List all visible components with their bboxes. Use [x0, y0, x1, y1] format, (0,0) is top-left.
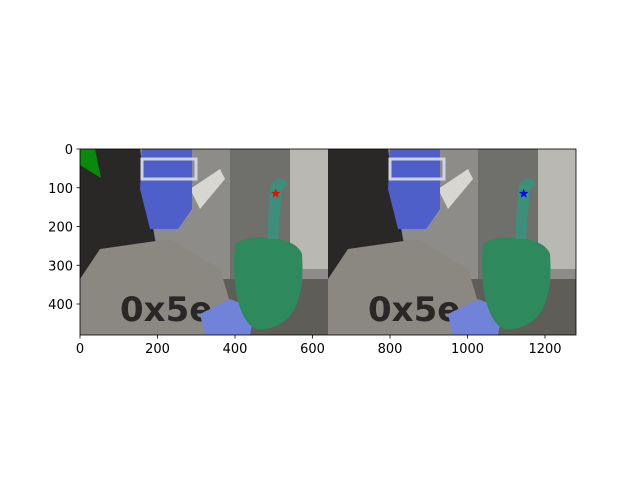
y-tick-label: 0	[65, 143, 73, 158]
x-tick-label: 800	[378, 342, 403, 357]
point-marker	[270, 188, 281, 198]
y-tick-label: 400	[48, 298, 73, 313]
axes-frame	[79, 148, 577, 336]
point-marker	[518, 188, 529, 198]
right-image	[328, 149, 576, 335]
x-tick-label: 1000	[451, 342, 484, 357]
x-tick-label: 0	[76, 342, 84, 357]
left-image	[80, 149, 328, 335]
y-tick-label: 100	[48, 182, 73, 197]
x-tick-label: 1200	[528, 342, 561, 357]
x-tick-label: 600	[300, 342, 325, 357]
y-tick-label: 200	[48, 221, 73, 236]
image	[80, 149, 576, 335]
x-tick-label: 400	[223, 342, 248, 357]
green-triangle	[80, 149, 101, 178]
x-tick-label: 200	[145, 342, 170, 357]
y-tick-label: 300	[48, 259, 73, 274]
